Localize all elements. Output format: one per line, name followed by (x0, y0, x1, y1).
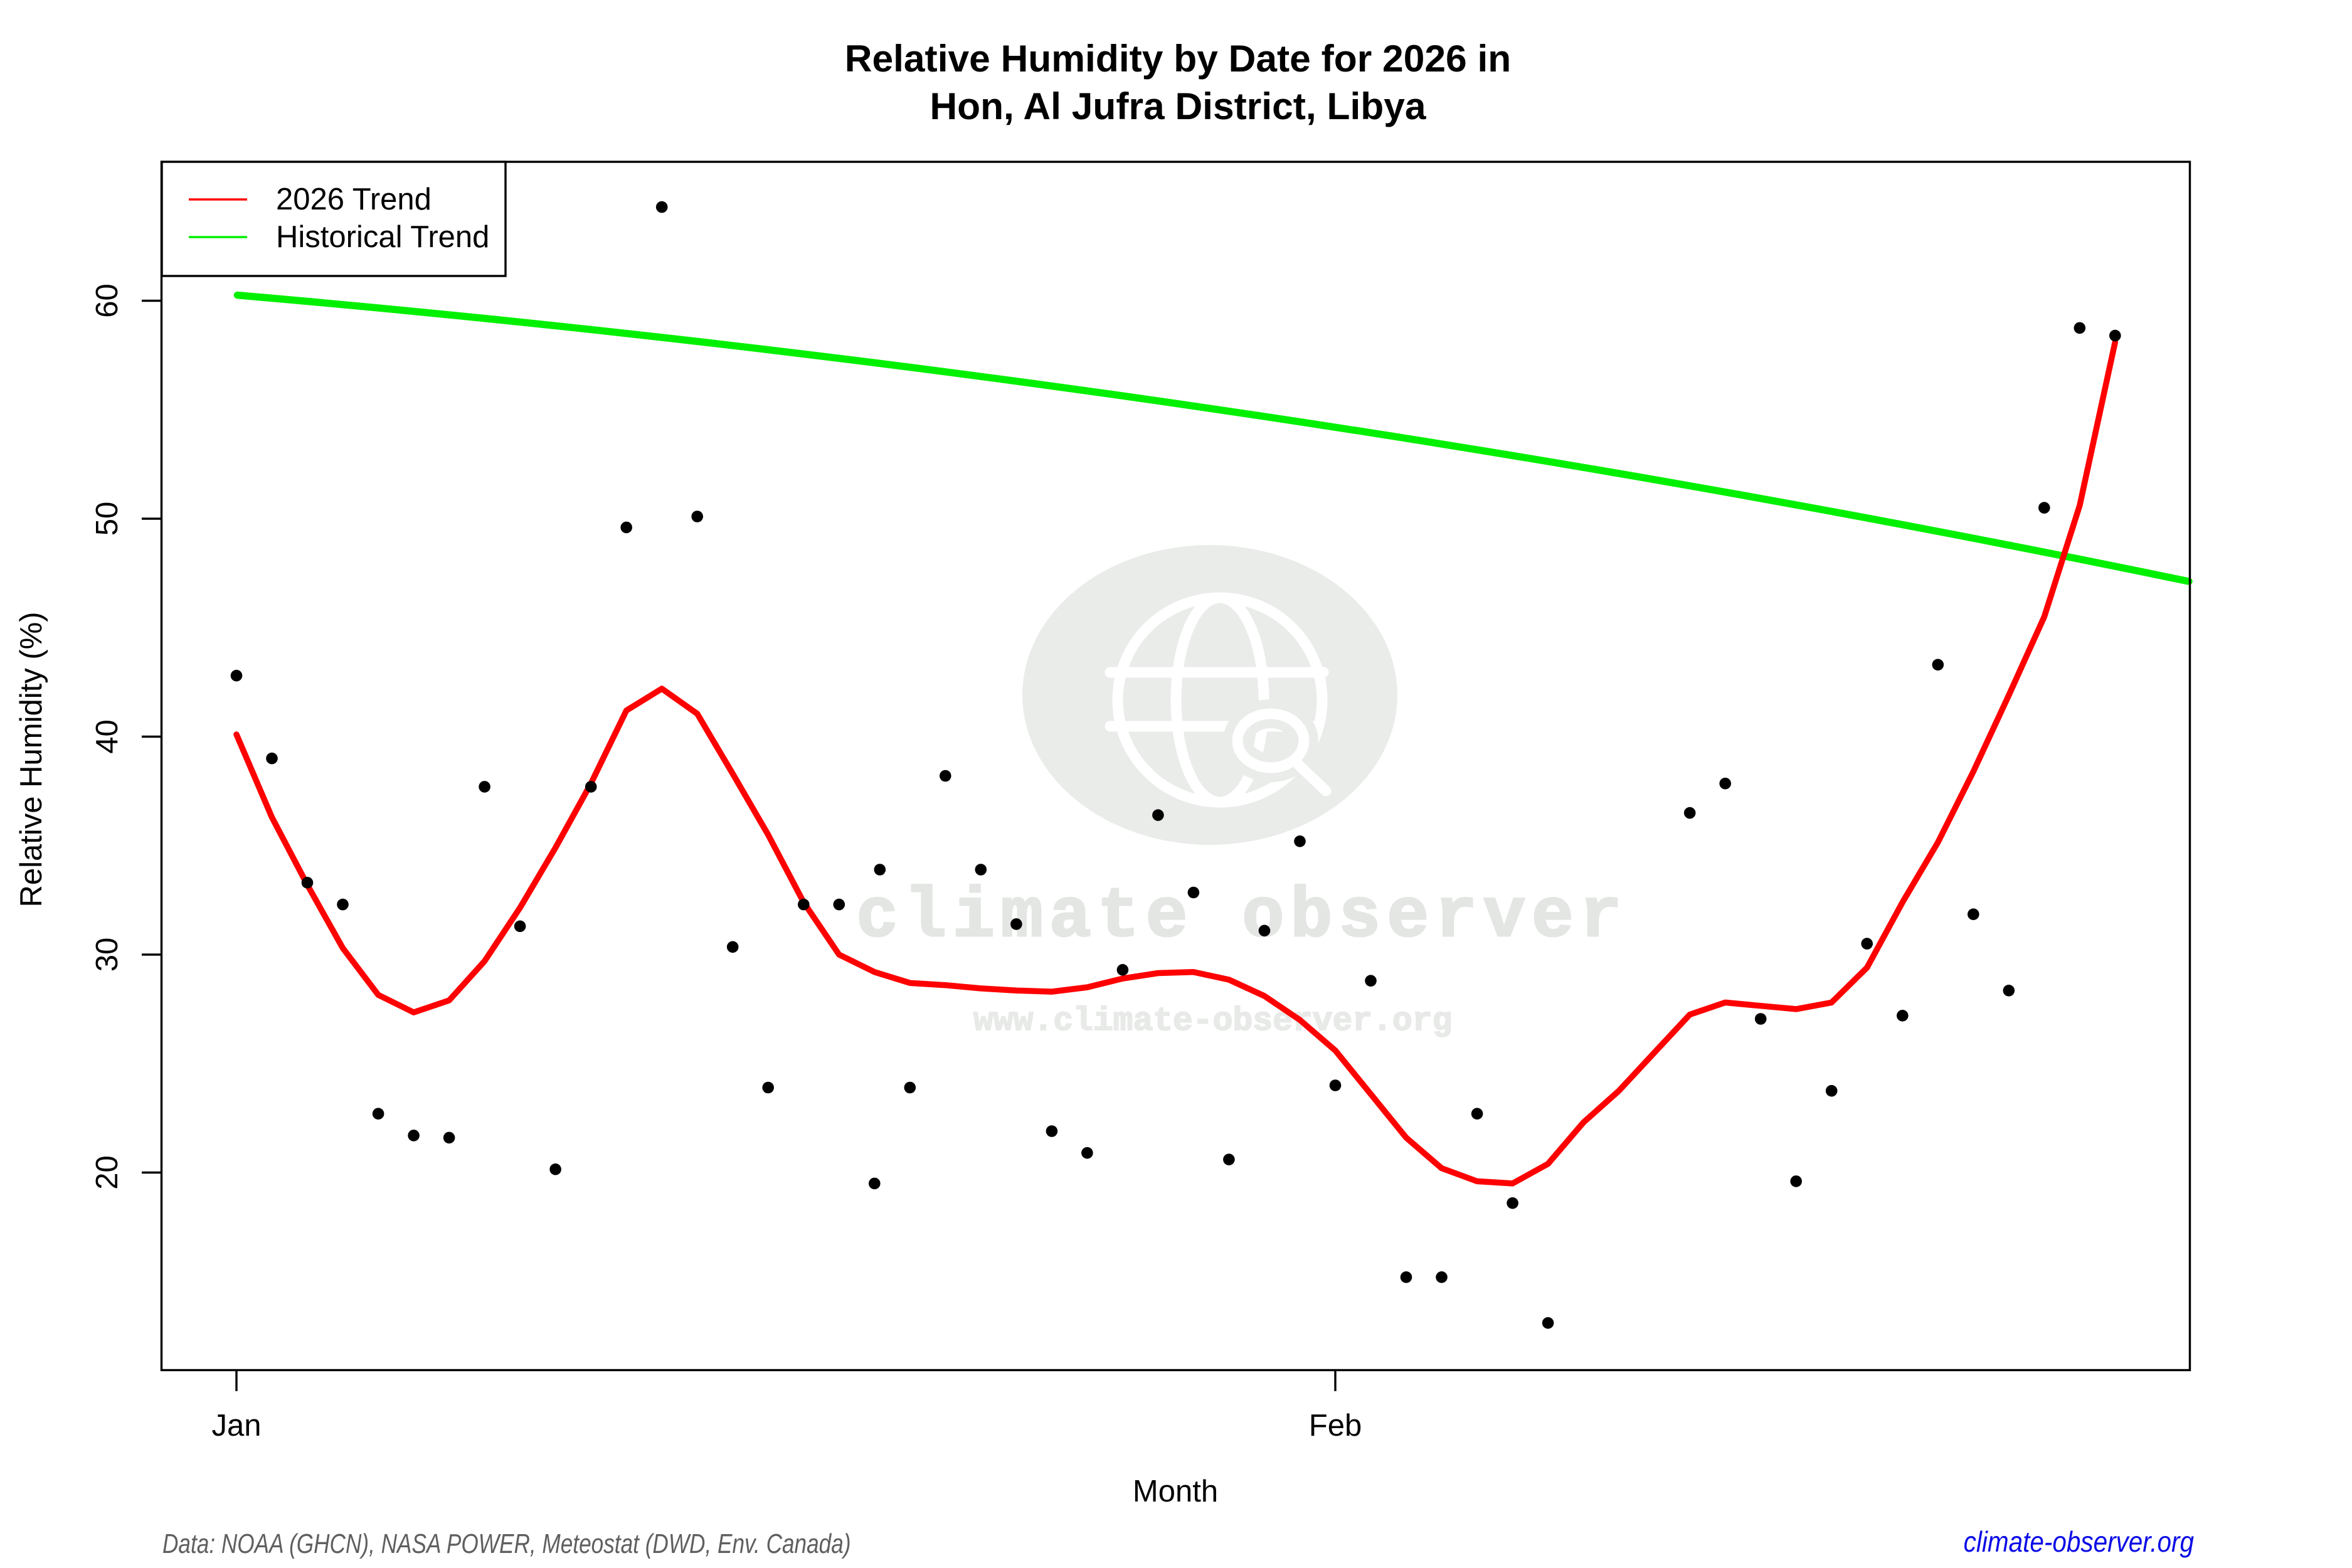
svg-text:Data: NOAA (GHCN), NASA POWER,: Data: NOAA (GHCN), NASA POWER, Meteostat… (162, 1528, 851, 1559)
svg-text:Historical Trend: Historical Trend (276, 220, 489, 254)
svg-text:climate-observer.org: climate-observer.org (1964, 1527, 2194, 1559)
svg-text:2026 Trend: 2026 Trend (276, 183, 432, 216)
svg-text:Relative Humidity (%): Relative Humidity (%) (14, 612, 48, 907)
svg-text:climate observer: climate observer (856, 877, 1628, 957)
svg-text:Jan: Jan (211, 1409, 261, 1443)
svg-text:www.climate-observer.org: www.climate-observer.org (973, 1002, 1452, 1040)
svg-text:Month: Month (1133, 1475, 1218, 1508)
svg-text:Relative Humidity by Date for: Relative Humidity by Date for 2026 in (845, 37, 1511, 80)
svg-text:20: 20 (90, 1155, 124, 1190)
svg-text:60: 60 (90, 283, 124, 318)
svg-text:Hon, Al Jufra District, Libya: Hon, Al Jufra District, Libya (930, 85, 1426, 127)
svg-text:50: 50 (90, 502, 124, 536)
svg-text:40: 40 (90, 719, 124, 754)
svg-text:Feb: Feb (1309, 1409, 1362, 1443)
svg-text:30: 30 (90, 938, 124, 972)
